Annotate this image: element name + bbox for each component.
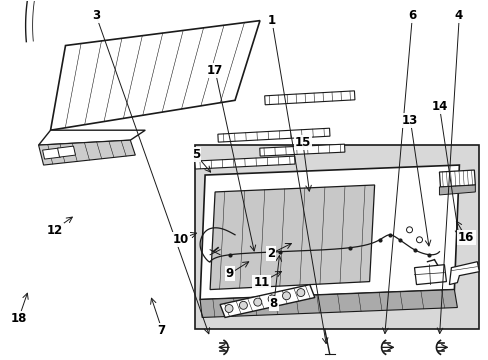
Polygon shape <box>439 185 474 195</box>
Text: 7: 7 <box>157 324 165 337</box>
Polygon shape <box>39 130 145 145</box>
Text: 12: 12 <box>46 224 62 237</box>
Text: 11: 11 <box>253 276 269 289</box>
Polygon shape <box>264 91 354 105</box>
Text: 14: 14 <box>430 100 447 113</box>
Circle shape <box>296 289 304 297</box>
Text: 3: 3 <box>92 9 100 22</box>
Polygon shape <box>39 140 135 165</box>
Text: 8: 8 <box>269 297 277 310</box>
Text: 1: 1 <box>267 14 275 27</box>
Polygon shape <box>220 285 314 318</box>
Text: 15: 15 <box>294 136 310 149</box>
Polygon shape <box>439 170 474 187</box>
Polygon shape <box>50 21 260 130</box>
Circle shape <box>282 292 290 300</box>
Text: 16: 16 <box>457 231 473 244</box>
Circle shape <box>416 237 422 243</box>
Circle shape <box>267 295 276 303</box>
Polygon shape <box>200 165 458 300</box>
Circle shape <box>239 301 247 309</box>
Polygon shape <box>200 289 456 318</box>
Text: 2: 2 <box>267 247 275 260</box>
Circle shape <box>253 298 261 306</box>
Polygon shape <box>259 144 344 156</box>
Text: 6: 6 <box>408 9 416 22</box>
Polygon shape <box>195 156 294 169</box>
Circle shape <box>406 227 412 233</box>
Polygon shape <box>58 146 75 157</box>
Polygon shape <box>42 148 61 159</box>
Text: 13: 13 <box>401 114 418 127</box>
Text: 9: 9 <box>225 267 234 280</box>
Polygon shape <box>218 128 329 142</box>
Text: 4: 4 <box>454 9 462 22</box>
Polygon shape <box>210 185 374 289</box>
Text: 10: 10 <box>173 233 189 246</box>
Polygon shape <box>414 265 446 285</box>
Circle shape <box>224 305 233 312</box>
Text: 17: 17 <box>207 64 223 77</box>
Text: 18: 18 <box>11 311 27 325</box>
Text: 5: 5 <box>191 148 200 161</box>
Bar <box>195 145 478 329</box>
Polygon shape <box>448 262 478 285</box>
